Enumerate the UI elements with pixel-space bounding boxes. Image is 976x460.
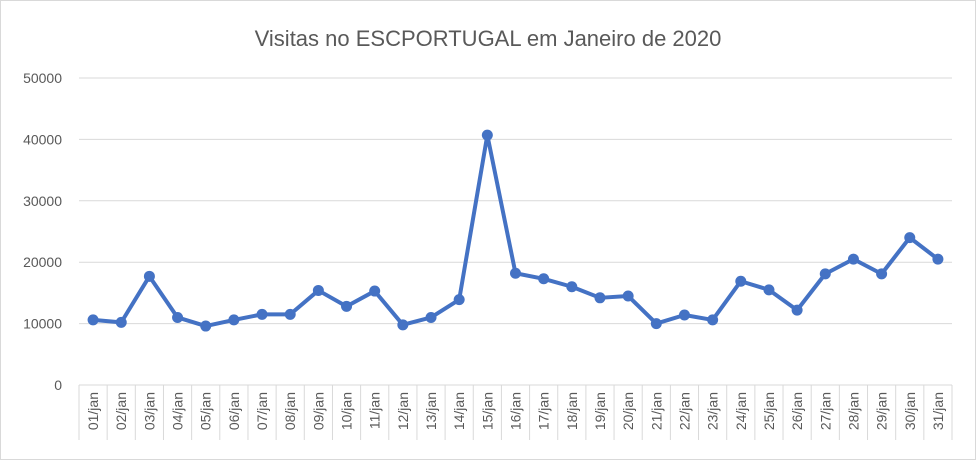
x-tick-label: 28/jan xyxy=(845,392,861,430)
data-point xyxy=(678,309,690,321)
data-point xyxy=(735,275,747,287)
x-tick-label: 10/jan xyxy=(339,392,355,430)
data-point xyxy=(228,314,240,326)
x-tick-label: 31/jan xyxy=(930,392,946,430)
x-tick-label: 07/jan xyxy=(254,392,270,430)
x-tick-label: 26/jan xyxy=(789,392,805,430)
data-point xyxy=(932,253,944,265)
data-point xyxy=(650,318,662,330)
x-tick-label: 15/jan xyxy=(479,392,495,430)
data-point xyxy=(341,300,353,312)
x-tick-label: 12/jan xyxy=(395,392,411,430)
x-tick-label: 05/jan xyxy=(198,392,214,430)
data-point xyxy=(425,311,437,323)
data-point xyxy=(256,308,268,320)
y-tick-label: 50000 xyxy=(23,70,62,86)
data-point xyxy=(904,232,916,244)
x-tick-label: 04/jan xyxy=(170,392,186,430)
x-tick-label: 30/jan xyxy=(902,392,918,430)
data-point xyxy=(453,294,465,306)
series-line xyxy=(91,133,940,329)
data-point xyxy=(284,308,296,320)
data-point xyxy=(622,290,634,302)
gridlines xyxy=(79,77,952,386)
y-axis-ticks: 0 10000 20000 30000 40000 50000 xyxy=(23,70,62,393)
x-tick-label: 16/jan xyxy=(508,392,524,430)
data-point xyxy=(369,285,381,297)
data-point xyxy=(566,281,578,293)
y-tick-label: 0 xyxy=(54,377,62,393)
data-point xyxy=(876,268,888,280)
data-point xyxy=(397,319,409,331)
data-point xyxy=(200,320,212,332)
x-tick-label: 09/jan xyxy=(310,392,326,430)
x-tick-label: 02/jan xyxy=(113,392,129,430)
data-point xyxy=(87,314,99,326)
x-tick-label: 19/jan xyxy=(592,392,608,430)
y-tick-label: 20000 xyxy=(23,254,62,270)
x-tick-label: 14/jan xyxy=(451,392,467,430)
chart-title: Visitas no ESCPORTUGAL em Janeiro de 202… xyxy=(255,26,722,51)
x-tick-label: 18/jan xyxy=(564,392,580,430)
x-tick-label: 06/jan xyxy=(226,392,242,430)
x-tick-label: 27/jan xyxy=(817,392,833,430)
series-group xyxy=(87,129,944,332)
x-tick-label: 21/jan xyxy=(648,392,664,430)
x-tick-label: 23/jan xyxy=(705,392,721,430)
data-point xyxy=(172,311,184,323)
x-tick-label: 03/jan xyxy=(141,392,157,430)
x-tick-label: 22/jan xyxy=(676,392,692,430)
x-tick-label: 11/jan xyxy=(367,392,383,429)
data-point xyxy=(115,316,127,328)
data-point xyxy=(538,273,550,285)
x-tick-label: 08/jan xyxy=(282,392,298,430)
x-tick-label: 25/jan xyxy=(761,392,777,430)
x-tick-label: 20/jan xyxy=(620,392,636,430)
x-axis-ticks: 01/jan 02/jan 03/jan 04/jan 05/jan 06/jan 07/j… xyxy=(78,385,953,440)
data-point xyxy=(763,284,775,296)
data-point xyxy=(143,270,155,282)
x-tick-label: 29/jan xyxy=(874,392,890,430)
y-tick-label: 30000 xyxy=(23,193,62,209)
data-point xyxy=(707,314,719,326)
data-point xyxy=(847,253,859,265)
x-tick-label: 13/jan xyxy=(423,392,439,430)
y-tick-label: 10000 xyxy=(23,316,62,332)
data-point xyxy=(312,284,324,296)
data-point xyxy=(481,129,493,141)
x-tick-label: 01/jan xyxy=(85,392,101,430)
x-tick-label: 24/jan xyxy=(733,392,749,430)
data-point xyxy=(819,268,831,280)
y-tick-label: 40000 xyxy=(23,131,62,147)
data-point xyxy=(510,267,521,279)
data-point xyxy=(791,304,803,316)
x-tick-label: 17/jan xyxy=(536,392,552,430)
data-point xyxy=(594,292,606,304)
